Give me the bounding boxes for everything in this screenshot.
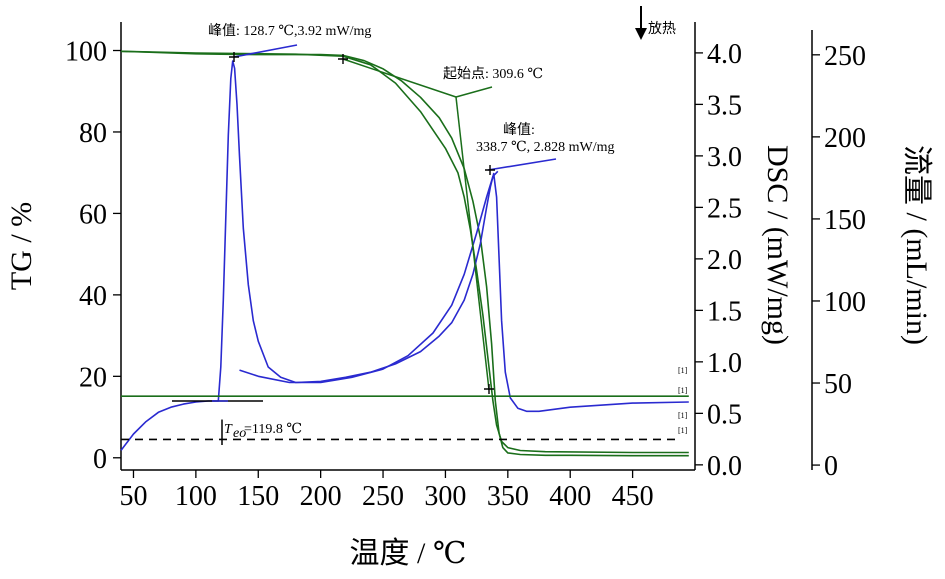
curve-id-label: [1]: [678, 366, 688, 375]
series-line-2: [120, 50, 689, 454]
series-line-4: [239, 170, 499, 384]
flow-tick-label: 150: [824, 205, 866, 236]
exo-arrow-head: [635, 28, 647, 40]
onset-cross-marker: [338, 54, 348, 64]
tg-tick-label: 60: [79, 199, 107, 230]
axes-layer: [113, 6, 820, 478]
flow-axis-title: 流量 / (mL/min): [900, 145, 933, 345]
peak2-annotation-line2: 338.7 ℃, 2.828 mW/mg: [476, 140, 615, 155]
curve-id-label: [1]: [678, 426, 688, 435]
series-line-3: [120, 60, 689, 451]
dsc-tick-label: 2.0: [707, 245, 742, 276]
teo-symbol: T: [224, 422, 233, 437]
x-tick-label: 350: [487, 481, 529, 512]
series-layer: [120, 50, 689, 457]
tg-tick-label: 40: [79, 281, 107, 312]
tg-tick-label: 0: [93, 444, 107, 475]
x-tick-label: 450: [612, 481, 654, 512]
tg-tick-label: 20: [79, 362, 107, 393]
exo-label: 放热: [648, 21, 676, 37]
tg-tick-label: 80: [79, 118, 107, 149]
tg-axis-title: TG / %: [5, 202, 38, 290]
series-line-1: [120, 50, 689, 457]
label-layer: 50 100 150 200 250 300 350 400 450 0 20 40 60 80 100 0.…: [5, 21, 933, 570]
curve-id-label: [1]: [678, 386, 688, 395]
x-tick-label: 100: [175, 481, 217, 512]
peak2-annotation-line1: 峰值:: [503, 122, 535, 138]
peak1-cross-marker: [229, 52, 239, 62]
x-tick-label: 150: [237, 481, 279, 512]
dsc-tick-label: 3.5: [707, 90, 742, 121]
dsc-tick-label: 4.0: [707, 39, 742, 70]
x-axis-title: 温度 / ℃: [350, 537, 467, 570]
tg-step-cross-marker: [484, 384, 494, 394]
x-tick-label: 200: [300, 481, 342, 512]
curve-id-label: [1]: [678, 411, 688, 420]
x-tick-label: 250: [362, 481, 404, 512]
peak1-tangent: [233, 44, 298, 58]
flow-tick-label: 0: [824, 451, 838, 482]
dsc-axis-title: DSC / (mW/mg): [761, 145, 794, 345]
dsc-tick-label: 0.5: [707, 399, 742, 430]
peak1-annotation: 峰值: 128.7 ℃,3.92 mW/mg: [208, 23, 371, 39]
tg-tick-label: 100: [65, 37, 107, 68]
onset-steep-tangent: [455, 96, 490, 391]
onset-leader: [455, 86, 493, 98]
onset-baseline-tangent: [342, 58, 457, 98]
flow-tick-label: 200: [824, 123, 866, 154]
dsc-tick-label: 0.0: [707, 451, 742, 482]
peak2-cross-marker: [485, 165, 495, 175]
flow-tick-label: 250: [824, 41, 866, 72]
onset-annotation: 起始点: 309.6 ℃: [443, 66, 543, 82]
flow-tick-label: 50: [824, 369, 852, 400]
teo-subscript: eo: [233, 426, 246, 441]
x-tick-label: 50: [119, 481, 147, 512]
dsc-tick-label: 1.5: [707, 296, 742, 327]
peak2-tangent: [487, 158, 557, 171]
x-tick-label: 400: [549, 481, 591, 512]
teo-value: =119.8 ℃: [244, 422, 302, 437]
dsc-tick-label: 2.5: [707, 193, 742, 224]
dsc-tick-label: 1.0: [707, 348, 742, 379]
x-tick-label: 300: [424, 481, 466, 512]
overlay-layer: [121, 44, 677, 445]
dsc-tick-label: 3.0: [707, 142, 742, 173]
flow-tick-label: 100: [824, 287, 866, 318]
